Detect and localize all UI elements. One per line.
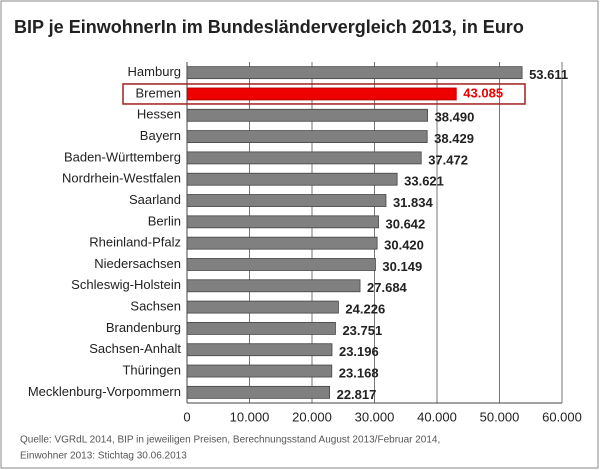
x-tick-label: 30.000 <box>355 409 395 424</box>
bar <box>186 385 331 399</box>
y-tick-label: Berlin <box>148 213 181 228</box>
y-tick-label: Nordrhein-Westfalen <box>62 171 181 186</box>
value-label: 33.621 <box>404 174 444 189</box>
y-tick-label: Thüringen <box>122 362 181 377</box>
value-label: 22.817 <box>337 387 377 402</box>
value-label: 38.429 <box>434 131 474 146</box>
bar <box>186 108 428 122</box>
bar <box>186 151 422 165</box>
value-label: 38.490 <box>435 110 475 125</box>
bar <box>186 87 457 101</box>
y-tick-label: Bayern <box>140 128 181 143</box>
value-label: 24.226 <box>345 302 385 317</box>
x-tick-label: 50.000 <box>480 409 520 424</box>
y-tick-label: Hamburg <box>128 64 181 79</box>
chart-title: BIP je EinwohnerIn im Bundesländervergle… <box>14 17 524 37</box>
y-tick-label: Brandenburg <box>106 320 181 335</box>
y-tick-label: Bremen <box>135 85 181 100</box>
value-label: 53.611 <box>529 67 568 82</box>
y-tick-label: Mecklenburg-Vorpommern <box>28 384 181 399</box>
bar <box>186 194 387 207</box>
y-tick-label: Sachsen-Anhalt <box>89 341 181 356</box>
bar <box>186 258 376 271</box>
x-tick-label: 0 <box>183 409 190 424</box>
y-tick-label: Schleswig-Holstein <box>71 277 181 292</box>
value-label: 30.642 <box>386 216 426 231</box>
bar <box>186 279 361 293</box>
y-tick-label: Sachsen <box>130 299 181 314</box>
x-tick-label: 10.000 <box>230 409 270 424</box>
bar <box>186 66 523 80</box>
bar <box>186 236 378 250</box>
value-label: 23.168 <box>339 365 379 380</box>
bar <box>186 343 333 357</box>
y-tick-label: Saarland <box>129 192 181 207</box>
bar <box>186 130 428 143</box>
y-tick-label: Niedersachsen <box>94 256 181 271</box>
highlight-box <box>122 83 526 105</box>
value-label: 43.085 <box>463 85 503 100</box>
x-tick-label: 60.000 <box>542 409 582 424</box>
y-tick-label: Rheinland-Pfalz <box>89 235 181 250</box>
x-tick-label: 40.000 <box>417 409 457 424</box>
bar <box>186 215 379 229</box>
value-label: 31.834 <box>393 195 434 210</box>
value-label: 23.751 <box>342 323 382 338</box>
bar <box>186 300 339 314</box>
bar <box>186 364 333 378</box>
value-label: 37.472 <box>428 152 468 167</box>
value-label: 30.420 <box>384 238 424 253</box>
y-tick-label: Hessen <box>137 107 181 122</box>
value-label: 27.684 <box>367 280 408 295</box>
value-label: 23.196 <box>339 344 379 359</box>
bar <box>186 322 336 335</box>
bar <box>186 172 398 186</box>
source-note: Quelle: VGRdL 2014, BIP in jeweiligen Pr… <box>20 435 440 446</box>
source-note: Einwohner 2013: Stichtag 30.06.2013 <box>20 451 187 462</box>
value-label: 30.149 <box>382 259 422 274</box>
x-tick-label: 20.000 <box>292 409 332 424</box>
y-tick-label: Baden-Württemberg <box>64 149 181 164</box>
